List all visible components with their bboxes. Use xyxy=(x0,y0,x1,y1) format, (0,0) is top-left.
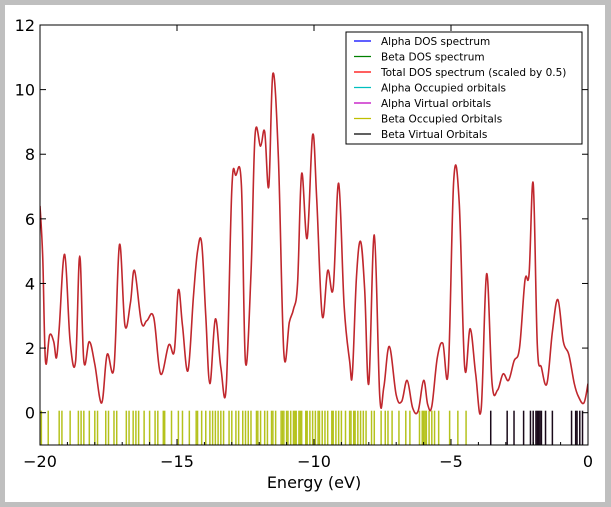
legend-box xyxy=(345,31,583,145)
x-axis-ticks: −20 −15 −10 −5 0 xyxy=(23,25,593,471)
y-tick-label: 0 xyxy=(25,404,35,423)
legend-label: Alpha DOS spectrum xyxy=(381,36,490,48)
x-tick-label: −5 xyxy=(439,452,463,471)
orbital-sticks xyxy=(40,410,584,445)
y-tick-label: 10 xyxy=(15,81,35,100)
y-axis-ticks: 0 2 4 6 8 10 12 xyxy=(15,16,588,423)
total-dos-line xyxy=(40,72,588,415)
x-tick-label: −20 xyxy=(23,452,57,471)
legend-label: Beta Virtual Orbitals xyxy=(381,129,487,141)
dos-lines xyxy=(40,72,588,415)
legend: Alpha DOS spectrum Beta DOS spectrum Total… xyxy=(345,31,583,145)
x-tick-label: −10 xyxy=(297,452,331,471)
legend-label: Alpha Virtual orbitals xyxy=(381,98,491,110)
x-axis-label: Energy (eV) xyxy=(267,473,361,492)
y-tick-label: 4 xyxy=(25,274,35,293)
x-tick-label: 0 xyxy=(583,452,593,471)
legend-label: Total DOS spectrum (scaled by 0.5) xyxy=(380,67,566,79)
y-tick-label: 12 xyxy=(15,16,35,35)
legend-label: Beta DOS spectrum xyxy=(381,52,485,64)
dos-chart: −20 −15 −10 −5 0 0 2 4 6 8 10 12 Energy (eV) Alpha… xyxy=(15,16,593,492)
y-tick-label: 8 xyxy=(25,145,35,164)
y-tick-label: 2 xyxy=(25,339,35,358)
y-tick-label: 6 xyxy=(25,210,35,229)
figure-canvas: −20 −15 −10 −5 0 0 2 4 6 8 10 12 Energy (eV) Alpha… xyxy=(5,5,605,502)
legend-label: Beta Occupied Orbitals xyxy=(381,114,502,126)
x-tick-label: −15 xyxy=(160,452,194,471)
legend-label: Alpha Occupied orbitals xyxy=(381,83,506,95)
